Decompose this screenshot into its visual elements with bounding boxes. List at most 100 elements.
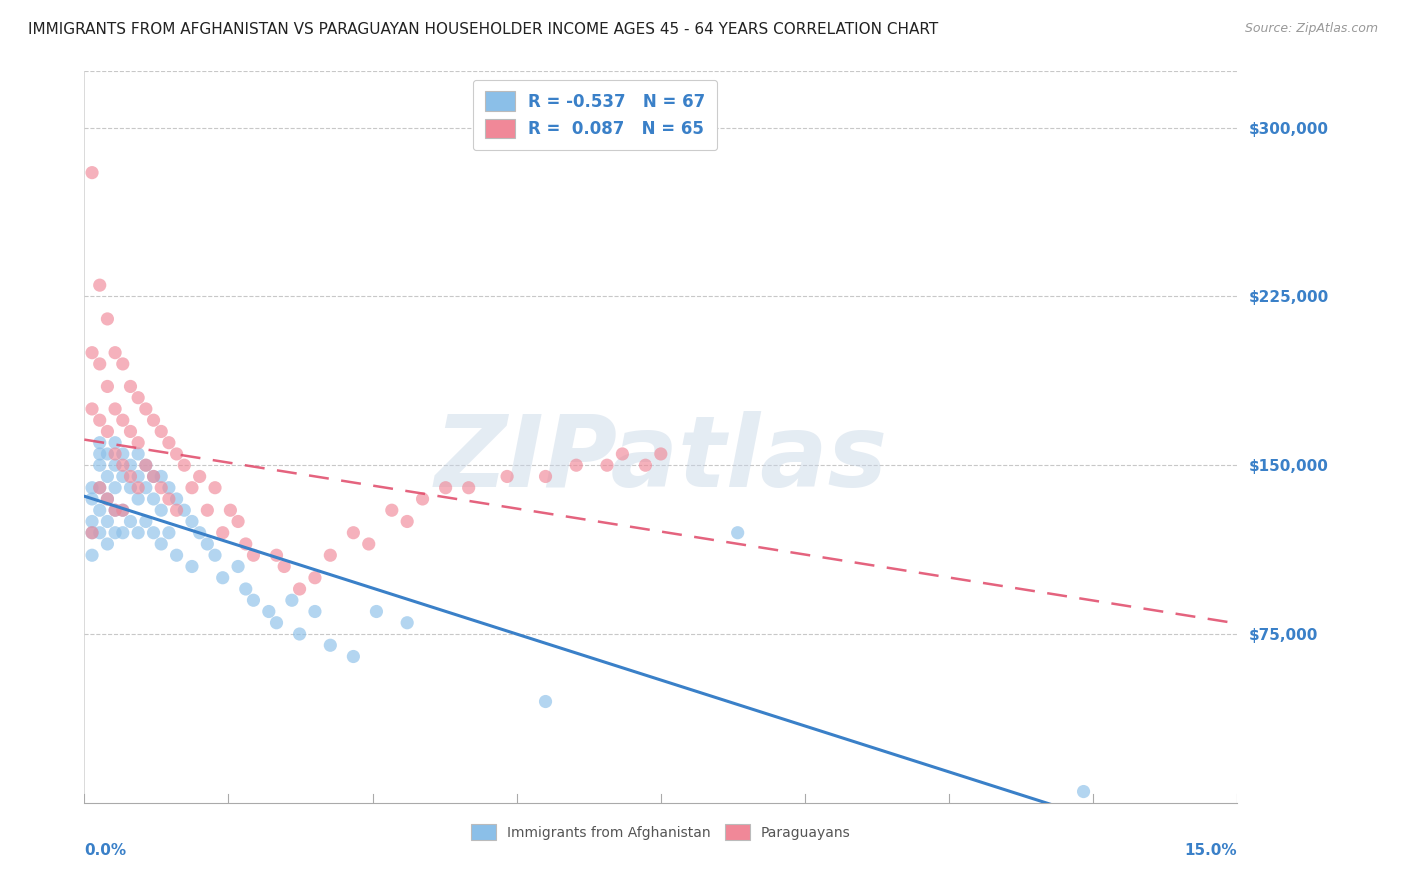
Point	[120, 458, 142, 473]
Point	[104, 345, 127, 359]
Point	[235, 582, 257, 596]
Point	[96, 515, 118, 529]
Point	[80, 515, 103, 529]
Point	[226, 515, 249, 529]
Point	[80, 525, 103, 540]
Point	[204, 481, 226, 495]
Point	[173, 458, 195, 473]
Point	[150, 469, 173, 483]
Point	[304, 571, 326, 585]
Point	[150, 503, 173, 517]
Point	[288, 627, 311, 641]
Point	[89, 357, 111, 371]
Point	[173, 503, 195, 517]
Point	[381, 503, 404, 517]
Point	[127, 491, 149, 506]
Point	[135, 401, 157, 416]
Point	[127, 481, 149, 495]
Point	[242, 548, 264, 562]
Text: IMMIGRANTS FROM AFGHANISTAN VS PARAGUAYAN HOUSEHOLDER INCOME AGES 45 - 64 YEARS : IMMIGRANTS FROM AFGHANISTAN VS PARAGUAYA…	[28, 22, 938, 37]
Point	[96, 491, 118, 506]
Point	[188, 469, 211, 483]
Text: 0.0%: 0.0%	[84, 843, 127, 858]
Point	[181, 481, 204, 495]
Point	[650, 447, 672, 461]
Point	[135, 481, 157, 495]
Point	[120, 481, 142, 495]
Point	[111, 503, 134, 517]
Point	[166, 503, 188, 517]
Point	[111, 525, 134, 540]
Point	[304, 605, 326, 619]
Point	[319, 548, 342, 562]
Point	[1073, 784, 1095, 798]
Point	[96, 491, 118, 506]
Point	[242, 593, 264, 607]
Point	[150, 537, 173, 551]
Point	[120, 425, 142, 439]
Point	[181, 515, 204, 529]
Point	[120, 379, 142, 393]
Point	[142, 525, 165, 540]
Point	[80, 345, 103, 359]
Point	[157, 481, 180, 495]
Point	[219, 503, 242, 517]
Point	[96, 447, 118, 461]
Point	[534, 469, 557, 483]
Point	[111, 357, 134, 371]
Point	[111, 413, 134, 427]
Point	[396, 515, 419, 529]
Point	[342, 649, 364, 664]
Point	[211, 571, 233, 585]
Point	[96, 469, 118, 483]
Point	[204, 548, 226, 562]
Point	[80, 166, 103, 180]
Point	[150, 481, 173, 495]
Point	[104, 525, 127, 540]
Point	[104, 481, 127, 495]
Point	[188, 525, 211, 540]
Point	[120, 515, 142, 529]
Point	[127, 391, 149, 405]
Point	[565, 458, 588, 473]
Point	[496, 469, 519, 483]
Point	[273, 559, 295, 574]
Point	[157, 525, 180, 540]
Point	[157, 435, 180, 450]
Point	[111, 503, 134, 517]
Point	[288, 582, 311, 596]
Point	[266, 548, 288, 562]
Point	[104, 503, 127, 517]
Point	[166, 491, 188, 506]
Point	[96, 425, 118, 439]
Point	[127, 525, 149, 540]
Point	[266, 615, 288, 630]
Point	[181, 559, 204, 574]
Point	[120, 469, 142, 483]
Point	[89, 278, 111, 293]
Point	[89, 481, 111, 495]
Point	[104, 503, 127, 517]
Point	[235, 537, 257, 551]
Point	[195, 503, 218, 517]
Point	[357, 537, 380, 551]
Point	[434, 481, 457, 495]
Point	[89, 503, 111, 517]
Point	[150, 425, 173, 439]
Point	[135, 458, 157, 473]
Point	[211, 525, 233, 540]
Text: Source: ZipAtlas.com: Source: ZipAtlas.com	[1244, 22, 1378, 36]
Point	[96, 312, 118, 326]
Point	[80, 491, 103, 506]
Point	[612, 447, 634, 461]
Point	[457, 481, 479, 495]
Point	[89, 413, 111, 427]
Point	[127, 435, 149, 450]
Point	[142, 469, 165, 483]
Point	[111, 469, 134, 483]
Point	[166, 447, 188, 461]
Point	[319, 638, 342, 652]
Point	[80, 481, 103, 495]
Text: ZIPatlas: ZIPatlas	[434, 410, 887, 508]
Point	[634, 458, 657, 473]
